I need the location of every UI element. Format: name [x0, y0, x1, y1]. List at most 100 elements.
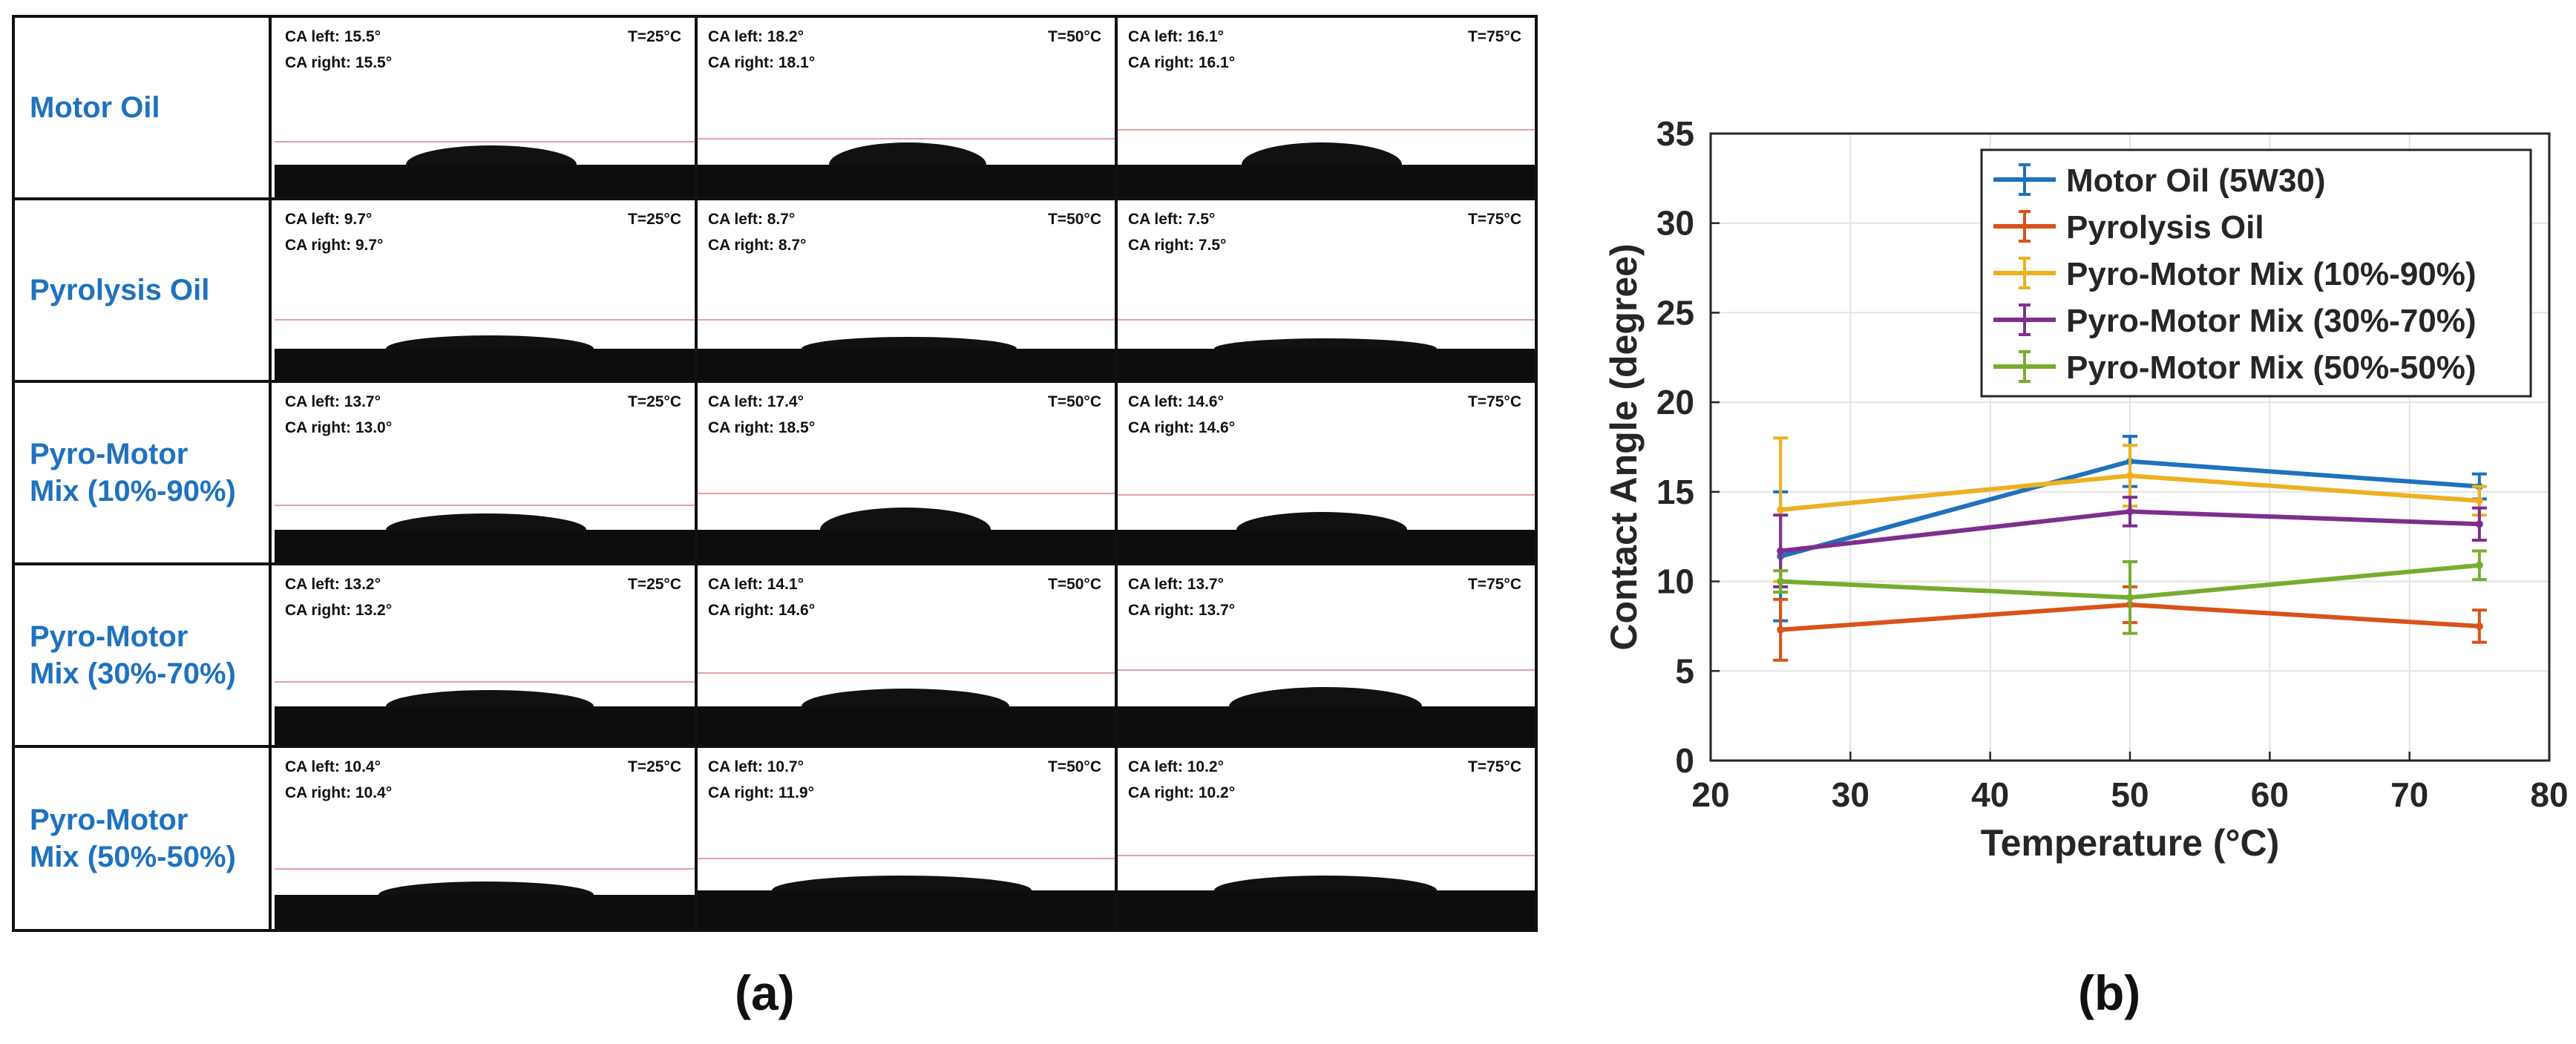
- temperature-label: T=25°C: [627, 393, 681, 410]
- contact-angle-readout: CA left: 16.1° CA right: 16.1°: [1128, 28, 1236, 71]
- contact-angle-readout: CA left: 8.7° CA right: 8.7°: [708, 211, 807, 254]
- droplet-image-cell: CA left: 10.4° CA right: 10.4° T=25°C: [275, 748, 695, 929]
- droplet-image-cell: CA left: 13.7° CA right: 13.7° T=75°C: [1118, 565, 1535, 745]
- legend-label: Pyro-Motor Mix (30%-70%): [2066, 303, 2477, 339]
- legend-item: Pyro-Motor Mix (30%-70%): [1993, 303, 2477, 339]
- oil-droplet: [1214, 876, 1437, 890]
- oil-droplet: [386, 335, 594, 349]
- x-axis-label: Temperature (°C): [1981, 822, 2279, 864]
- row-label-line1: Motor Oil: [30, 91, 160, 124]
- x-tick-label: 60: [2251, 775, 2289, 814]
- grid-divider: [15, 380, 1535, 383]
- data-point: [2475, 520, 2483, 528]
- substrate: [698, 530, 1115, 562]
- y-tick-label: 20: [1656, 383, 1694, 421]
- y-tick-label: 10: [1656, 562, 1694, 601]
- contact-angle-chart: 20 30 40 50 60 70 80 0 5 10 15 20 25 30 35 Temperature …: [1603, 114, 2568, 864]
- data-point: [2475, 496, 2483, 505]
- series-4: [1773, 549, 2487, 635]
- temperature-label: T=25°C: [627, 576, 681, 593]
- data-point: [2475, 622, 2483, 630]
- substrate: [275, 530, 695, 562]
- substrate: [1118, 349, 1535, 380]
- droplet-image-cell: CA left: 14.6° CA right: 14.6° T=75°C: [1118, 383, 1535, 562]
- x-tick-label: 80: [2530, 775, 2568, 814]
- panel-b-caption: (b): [2078, 965, 2141, 1020]
- x-tick-label: 30: [1832, 775, 1869, 814]
- reference-line: [275, 141, 695, 142]
- substrate: [698, 706, 1115, 745]
- contact-angle-readout: CA left: 13.2° CA right: 13.2°: [285, 576, 393, 619]
- row-label-pyrolysis-oil: Pyrolysis Oil: [15, 200, 272, 380]
- row-label-motor-oil: Motor Oil: [15, 18, 272, 197]
- data-point: [1777, 547, 1785, 555]
- row-label-mix-30-70: Pyro-Motor Mix (30%-70%): [15, 565, 272, 745]
- temperature-label: T=75°C: [1467, 28, 1521, 45]
- substrate: [1118, 706, 1535, 745]
- y-tick-label: 5: [1675, 651, 1694, 690]
- substrate: [275, 706, 695, 745]
- data-point: [2126, 472, 2134, 480]
- temperature-label: T=75°C: [1467, 211, 1521, 228]
- temperature-label: T=25°C: [627, 28, 681, 45]
- grid-divider: [1115, 18, 1118, 929]
- temperature-label: T=50°C: [1047, 758, 1101, 775]
- data-point: [2475, 561, 2483, 569]
- contact-angle-readout: CA left: 13.7° CA right: 13.7°: [1128, 576, 1236, 619]
- oil-droplet: [820, 508, 991, 530]
- axes-frame: [1709, 132, 2551, 762]
- oil-droplet: [386, 513, 586, 530]
- oil-droplet: [1214, 338, 1437, 349]
- legend-label: Pyro-Motor Mix (50%-50%): [2066, 349, 2477, 386]
- temperature-label: T=75°C: [1467, 576, 1521, 593]
- y-tick-label: 25: [1656, 293, 1694, 332]
- substrate: [698, 165, 1115, 197]
- row-label-line2: Mix (30%-70%): [30, 657, 236, 690]
- y-tick-label: 30: [1656, 204, 1694, 243]
- panel-a-caption: (a): [735, 965, 795, 1020]
- grid-divider: [15, 197, 1535, 200]
- contact-angle-readout: CA left: 14.1° CA right: 14.6°: [708, 576, 816, 619]
- reference-line: [698, 138, 1115, 139]
- reference-line: [1118, 494, 1535, 496]
- x-tick-label: 50: [2111, 775, 2149, 814]
- data-point: [1777, 626, 1785, 634]
- oil-droplet: [406, 145, 577, 165]
- y-tick-label: 15: [1656, 473, 1694, 511]
- row-label-mix-10-90: Pyro-Motor Mix (10%-90%): [15, 383, 272, 562]
- temperature-label: T=75°C: [1467, 393, 1521, 410]
- temperature-label: T=25°C: [627, 211, 681, 228]
- temperature-label: T=50°C: [1047, 28, 1101, 45]
- oil-droplet: [378, 882, 594, 895]
- contact-angle-readout: CA left: 10.2° CA right: 10.2°: [1128, 758, 1236, 801]
- droplet-image-cell: CA left: 13.2° CA right: 13.2° T=25°C: [275, 565, 695, 745]
- legend-item: Pyro-Motor Mix (10%-90%): [1993, 256, 2477, 292]
- reference-line: [1118, 129, 1535, 131]
- droplet-image-cell: CA left: 15.5° CA right: 15.5° T=25°C: [275, 18, 695, 197]
- droplet-image-cell: CA left: 9.7° CA right: 9.7° T=25°C: [275, 200, 695, 380]
- substrate: [1118, 890, 1535, 929]
- x-tick-label: 70: [2390, 775, 2428, 814]
- legend: Motor Oil (5W30) Pyrolysis Oil Pyro-Motor …: [1980, 148, 2532, 398]
- droplet-image-cell: CA left: 10.7° CA right: 11.9° T=50°C: [698, 748, 1115, 929]
- droplet-image-cell: CA left: 16.1° CA right: 16.1° T=75°C: [1118, 18, 1535, 197]
- x-tick-label: 40: [1971, 775, 2009, 814]
- contact-angle-readout: CA left: 9.7° CA right: 9.7°: [285, 211, 384, 254]
- substrate: [275, 165, 695, 197]
- reference-line: [275, 319, 695, 321]
- reference-line: [698, 672, 1115, 674]
- substrate: [1118, 165, 1535, 197]
- reference-line: [275, 505, 695, 506]
- temperature-label: T=75°C: [1467, 758, 1521, 775]
- contact-angle-readout: CA left: 17.4° CA right: 18.5°: [708, 393, 816, 436]
- droplet-image-grid: Motor Oil Pyrolysis Oil Pyro-Motor Mix (1…: [12, 15, 1538, 932]
- reference-line: [1118, 669, 1535, 671]
- y-tick-label: 35: [1656, 114, 1694, 153]
- substrate: [275, 349, 695, 380]
- oil-droplet: [829, 142, 986, 165]
- legend-box: [1980, 148, 2532, 398]
- legend-label: Pyrolysis Oil: [2066, 209, 2264, 246]
- legend-item: Pyro-Motor Mix (50%-50%): [1993, 349, 2477, 386]
- substrate: [275, 895, 695, 929]
- contact-angle-readout: CA left: 13.7° CA right: 13.0°: [285, 393, 393, 436]
